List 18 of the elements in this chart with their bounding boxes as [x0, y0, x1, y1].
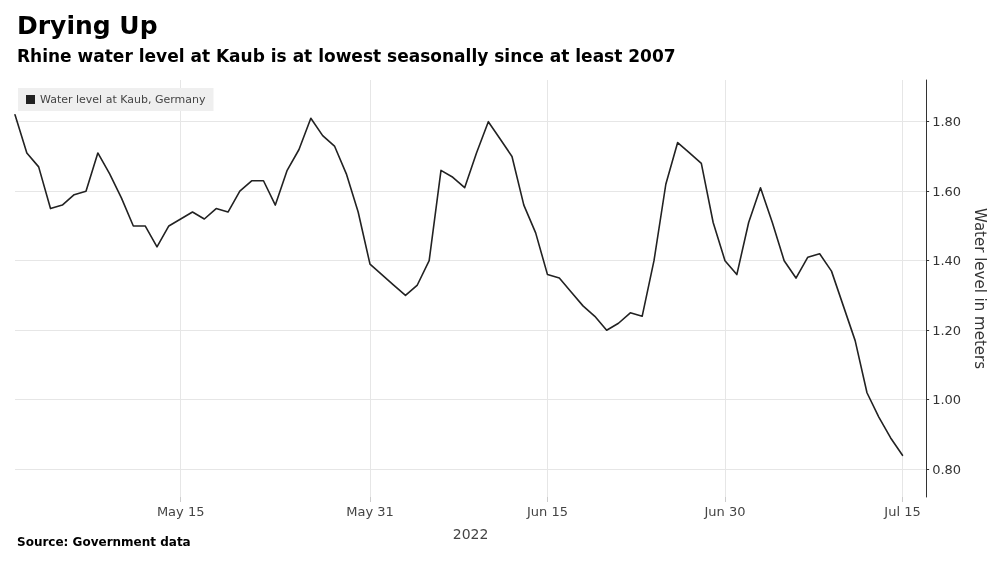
line-series [14, 113, 904, 457]
y-tick-label: 1.00 [932, 392, 962, 408]
y-tick-label: 1.40 [932, 253, 962, 269]
y-axis-title: Water level in meters [970, 208, 989, 370]
y-tick-label: 1.20 [932, 322, 962, 338]
x-tick-label: Jun 15 [525, 504, 568, 519]
x-tick-label: May 15 [156, 504, 205, 519]
x-tick-label: Jun 30 [703, 504, 746, 519]
source-note: Source: Government data [17, 535, 191, 549]
x-axis-title: 2022 [452, 526, 489, 542]
x-tick-label: Jul 15 [883, 504, 921, 519]
legend-label: Water level at Kaub, Germany [40, 93, 206, 106]
y-tick-label: 0.80 [932, 461, 962, 477]
chart-title: Drying Up [17, 11, 158, 40]
chart-subtitle: Rhine water level at Kaub is at lowest seasonally since at least 2007 [17, 45, 676, 66]
y-tick-label: 1.60 [932, 183, 962, 199]
y-tick-label: 1.80 [932, 114, 962, 130]
x-tick-label: May 31 [346, 504, 394, 519]
